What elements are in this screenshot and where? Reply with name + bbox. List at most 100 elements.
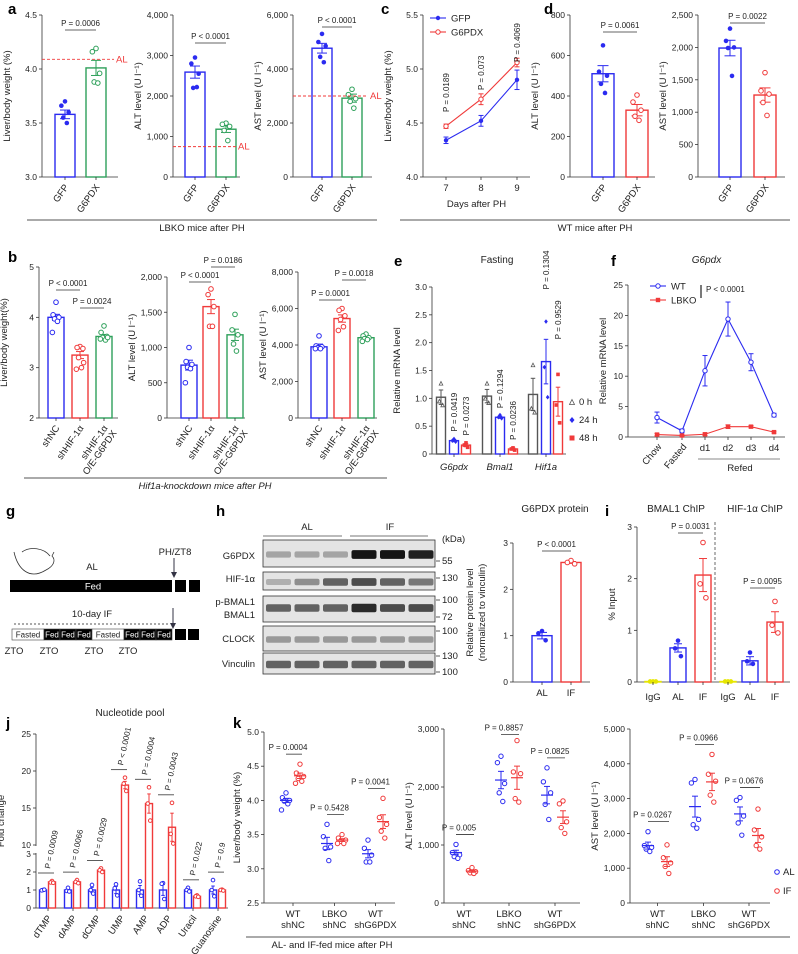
legend-label: LBKO bbox=[671, 296, 696, 307]
blot-strip bbox=[262, 595, 436, 623]
y-tick-label: 2,000 bbox=[672, 42, 694, 52]
data-point bbox=[711, 799, 717, 805]
data-point bbox=[137, 879, 143, 884]
data-point bbox=[383, 821, 390, 828]
legend-label: 48 h bbox=[579, 433, 598, 444]
y-axis-label: Fold change bbox=[0, 795, 7, 847]
data-point bbox=[320, 833, 327, 840]
p-value-label: P = 0.0095 bbox=[743, 577, 782, 586]
data-point bbox=[443, 123, 449, 129]
data-point bbox=[697, 581, 703, 587]
data-point bbox=[316, 333, 322, 339]
data-point bbox=[89, 48, 96, 55]
data-point bbox=[753, 842, 759, 849]
data-point bbox=[688, 780, 695, 786]
data-point bbox=[771, 429, 777, 435]
p-value-label: P = 0.0041 bbox=[351, 777, 390, 786]
kda-marker: 55 bbox=[442, 556, 453, 567]
data-point bbox=[211, 894, 217, 899]
y-tick-label: 2,000 bbox=[141, 272, 163, 282]
data-point bbox=[66, 889, 72, 894]
data-point bbox=[510, 769, 517, 775]
y-axis-label: ALT level (U l⁻¹) bbox=[133, 62, 144, 129]
data-point bbox=[233, 348, 240, 354]
blot-band bbox=[323, 660, 348, 669]
kda-marker: 130 bbox=[442, 573, 458, 584]
data-point bbox=[189, 61, 194, 66]
x-tick-label: shG6PDX bbox=[354, 920, 397, 931]
schedule-cell-label: Fasted bbox=[16, 631, 40, 640]
y-tick-label: 3.0 bbox=[25, 172, 37, 182]
data-point bbox=[209, 887, 215, 893]
y-tick-label: 1,500 bbox=[141, 307, 163, 317]
data-point bbox=[501, 780, 508, 787]
data-point bbox=[739, 832, 745, 838]
blot-band bbox=[380, 604, 405, 612]
data-point bbox=[337, 316, 344, 323]
data-point bbox=[758, 88, 764, 94]
blot-band bbox=[408, 660, 434, 669]
p-value-label: P = 0.0676 bbox=[725, 777, 764, 786]
blot-band bbox=[323, 551, 348, 558]
data-point bbox=[169, 800, 175, 806]
data-point bbox=[558, 824, 564, 831]
data-point bbox=[516, 799, 522, 805]
zt-label: ZTO bbox=[40, 646, 59, 657]
data-point bbox=[735, 820, 741, 826]
x-tick-label: shG6PDX bbox=[534, 920, 577, 931]
data-point bbox=[695, 816, 702, 823]
data-point bbox=[647, 848, 653, 855]
blot-band bbox=[294, 636, 320, 643]
data-point bbox=[438, 380, 444, 386]
legend-label: 24 h bbox=[579, 415, 598, 426]
data-point bbox=[554, 403, 559, 407]
bar bbox=[120, 784, 130, 909]
p-value-label: P < 0.0001 bbox=[706, 285, 745, 294]
data-point bbox=[186, 889, 192, 894]
data-point bbox=[760, 99, 766, 106]
reference-line-label: AL bbox=[238, 142, 250, 153]
y-tick-label: 3 bbox=[627, 522, 632, 532]
blot-band bbox=[323, 636, 348, 643]
chart-title: G6PDX protein bbox=[521, 504, 588, 515]
chart-title: Fasting bbox=[481, 255, 514, 266]
x-tick-label: WT bbox=[368, 909, 383, 920]
y-tick-label: 5.0 bbox=[406, 64, 418, 74]
blot-row-label: HIF-1α bbox=[226, 574, 256, 585]
data-point bbox=[232, 311, 238, 318]
x-tick-label: shG6PDX bbox=[728, 920, 771, 931]
data-point bbox=[702, 432, 708, 437]
y-tick-label: 1 bbox=[503, 631, 508, 641]
p-value-label: P = 0.0022 bbox=[728, 12, 767, 21]
x-tick-label: d3 bbox=[746, 443, 757, 454]
arrow-head-icon bbox=[170, 623, 176, 629]
data-point bbox=[536, 631, 541, 636]
data-point bbox=[514, 59, 520, 66]
data-point bbox=[367, 859, 373, 865]
data-point bbox=[168, 831, 174, 837]
data-point bbox=[192, 55, 198, 60]
p-value-label: P = 0.0018 bbox=[335, 269, 374, 278]
data-point bbox=[336, 307, 342, 314]
data-point bbox=[347, 98, 353, 105]
y-tick-label: 3,000 bbox=[604, 794, 626, 804]
data-point bbox=[654, 414, 660, 421]
blot-band bbox=[294, 551, 320, 558]
data-point bbox=[694, 825, 700, 831]
data-point bbox=[728, 679, 734, 684]
bar bbox=[180, 364, 198, 419]
data-point bbox=[562, 830, 568, 837]
y-tick-label: 3.0 bbox=[247, 864, 259, 874]
chart-subtitle: BMAL1 ChIP bbox=[647, 504, 705, 515]
data-point bbox=[283, 790, 289, 796]
data-point bbox=[596, 69, 602, 74]
y-axis-label: AST level (U l⁻¹) bbox=[658, 61, 669, 130]
data-point bbox=[220, 888, 226, 893]
y-tick-label: 4 bbox=[29, 312, 34, 322]
legend-label: WT bbox=[671, 282, 686, 293]
y-tick-label: 6,000 bbox=[267, 10, 289, 20]
x-tick-label: ADP bbox=[154, 913, 174, 935]
data-point bbox=[772, 598, 778, 605]
x-tick-label: shNC bbox=[323, 920, 347, 931]
